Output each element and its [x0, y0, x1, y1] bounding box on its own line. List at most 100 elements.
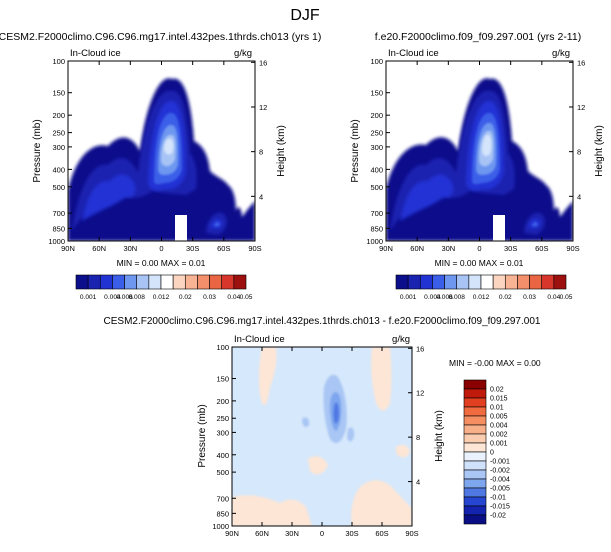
panel-1-colorbar-label: 0.006	[116, 294, 133, 301]
panel-3-colorbar-box	[463, 442, 487, 453]
panel-3-ytick-label: 250	[216, 414, 229, 423]
panel-2-ytick-label: 300	[370, 143, 383, 152]
panel-3-ytick-label: 200	[216, 397, 229, 406]
panel-2-stats: MIN = 0.00 MAX = 0.01	[435, 258, 524, 268]
panel-2-colorbar-label: 0.008	[448, 294, 465, 301]
panel-1-ytick-label: 300	[52, 143, 65, 152]
panel-1-xtick-label: 60S	[217, 244, 230, 253]
panel-2-y2tick-label: 16	[577, 58, 585, 67]
panel-1-xtick-label: 30S	[186, 244, 199, 253]
panel-2-colorbar-label: 0.02	[499, 294, 512, 301]
panel-2-xtick-label: 0	[477, 244, 481, 253]
panel-2-variable: In-Cloud ice	[388, 48, 439, 59]
panel-2-y2label: Height (km)	[594, 125, 605, 177]
panel-3-colorbar-label: 0.004	[490, 423, 508, 430]
panel-3-colorbar-box	[463, 406, 487, 417]
panel-3-colorbar-label: -0.01	[490, 495, 506, 502]
panel-3-y2tick-label: 12	[416, 389, 424, 398]
panel-1-colorbar-label: 0.012	[153, 294, 170, 301]
panel-3-colorbar-label: 0.005	[490, 414, 508, 421]
panel-3-title: CESM2.F2000climo.C96.C96.mg17.intel.432p…	[104, 316, 541, 327]
panel-3-colorbar-box	[463, 460, 487, 471]
panel-3-y2axis: 16 12 8 4	[408, 344, 424, 487]
panel-1: CESM2.F2000climo.C96.C96.mg17.intel.432p…	[0, 31, 321, 301]
panel-1-ylabel: Pressure (mb)	[32, 119, 43, 182]
panel-3-ytick-label: 150	[216, 375, 229, 384]
panel-1-colorbar-label: 0.004	[104, 294, 121, 301]
panel-2-ytick-label: 100	[370, 57, 383, 66]
panel-1-ytick-label: 250	[52, 129, 65, 138]
panel-2-field	[386, 61, 573, 241]
panel-1-colorbar-box	[136, 274, 150, 290]
panel-3-colorbar-box	[463, 451, 487, 462]
panel-2-yaxis: 100 150 200 250 300 400 500 700 850 1000	[366, 57, 390, 246]
panel-1-colorbar-box	[75, 274, 89, 290]
panel-1-xtick-label: 90S	[248, 244, 261, 253]
panel-3: CESM2.F2000climo.C96.C96.mg17.intel.432p…	[104, 316, 541, 538]
panel-1-y2tick-label: 8	[259, 148, 263, 157]
panel-3-colorbar-label: 0.015	[490, 396, 508, 403]
panel-2-colorbar-label: 0.03	[523, 294, 536, 301]
panel-3-xtick-label: 30N	[285, 529, 299, 538]
panel-3-stats: MIN = -0.00 MAX = 0.00	[449, 358, 541, 368]
panel-2-ylabel: Pressure (mb)	[350, 119, 361, 182]
panel-2-colorbar-label: 0.012	[473, 294, 490, 301]
panel-2-ytick-label: 400	[370, 165, 383, 174]
panel-3-colorbar-box	[463, 487, 487, 498]
panel-2-xtick-label: 30S	[504, 244, 517, 253]
panel-3-units: g/kg	[392, 334, 410, 345]
panel-3-colorbar-label: -0.001	[490, 459, 510, 466]
panel-2-ytick-label: 700	[370, 209, 383, 218]
panel-3-colorbar-label: -0.005	[490, 486, 510, 493]
panel-3-colorbar-box	[463, 388, 487, 399]
panel-1-colorbar-box	[233, 274, 247, 290]
panel-1-colorbar-box	[87, 274, 101, 290]
panel-1-ytick-label: 150	[52, 89, 65, 98]
panel-1-stats: MIN = 0.00 MAX = 0.01	[117, 258, 206, 268]
panel-3-variable: In-Cloud ice	[234, 334, 285, 345]
panel-2-colorbar-box	[456, 274, 470, 290]
panel-1-xaxis: 90N 60N 30N 0 30S 60S 90S	[61, 61, 262, 253]
panel-2-ytick-label: 200	[370, 111, 383, 120]
panel-3-contours	[232, 347, 412, 526]
panel-3-ytick-label: 100	[216, 343, 229, 352]
panel-1-yaxis: 100 150 200 250 300 400 500 700 850 1000	[48, 57, 72, 246]
panel-3-xtick-label: 90N	[225, 529, 239, 538]
panel-3-ytick-label: 1000	[212, 522, 229, 531]
panel-3-y2tick-label: 16	[416, 344, 424, 353]
panel-1-colorbar-label: 0.008	[128, 294, 145, 301]
panel-2-title: f.e20.F2000climo.f09_f09.297.001 (yrs 2-…	[375, 31, 581, 43]
panel-3-colorbar-box	[463, 478, 487, 489]
panel-1-colorbar-box	[112, 274, 125, 290]
panel-2-colorbar-box	[504, 274, 518, 290]
panel-2: f.e20.F2000climo.f09_f09.297.001 (yrs 2-…	[350, 31, 605, 301]
panel-1-y2tick-label: 16	[259, 58, 267, 67]
figure-title: DJF	[290, 7, 320, 24]
panel-2-colorbar-box	[395, 274, 409, 290]
panel-1-ytick-label: 1000	[48, 237, 65, 246]
panel-3-colorbar-label: -0.015	[490, 504, 510, 511]
panel-3-y2tick-label: 8	[416, 433, 420, 442]
panel-1-xtick-label: 30N	[123, 244, 137, 253]
panel-1-colorbar-box	[99, 274, 113, 290]
panel-2-ytick-label: 850	[370, 224, 383, 233]
panel-1-ytick-label: 500	[52, 183, 65, 192]
panel-2-colorbar-box	[529, 274, 543, 290]
panel-3-colorbar-label: -0.004	[490, 477, 510, 484]
panel-2-xtick-label: 60S	[535, 244, 548, 253]
panel-3-colorbar: 0.02 0.015 0.01 0.005 0.004 0.002 0.001 0 -0.001…	[463, 379, 510, 525]
panel-1-colorbar-box	[209, 274, 223, 290]
panel-2-colorbar-box	[553, 274, 567, 290]
panel-2-contours	[386, 78, 573, 241]
panel-3-colorbar-label: 0	[490, 450, 494, 457]
panel-3-ytick-label: 400	[216, 451, 229, 460]
panel-2-colorbar-box	[432, 274, 445, 290]
panel-1-colorbar-box	[184, 274, 198, 290]
panel-3-field	[232, 347, 412, 526]
panel-1-ytick-label: 850	[52, 224, 65, 233]
panel-1-y2axis: 16 12 8 4	[251, 58, 267, 201]
panel-2-y2axis: 16 12 8 4	[569, 58, 585, 201]
panel-2-colorbar-box	[468, 274, 482, 290]
panel-1-y2tick-label: 12	[259, 103, 267, 112]
panel-3-ytick-label: 700	[216, 494, 229, 503]
